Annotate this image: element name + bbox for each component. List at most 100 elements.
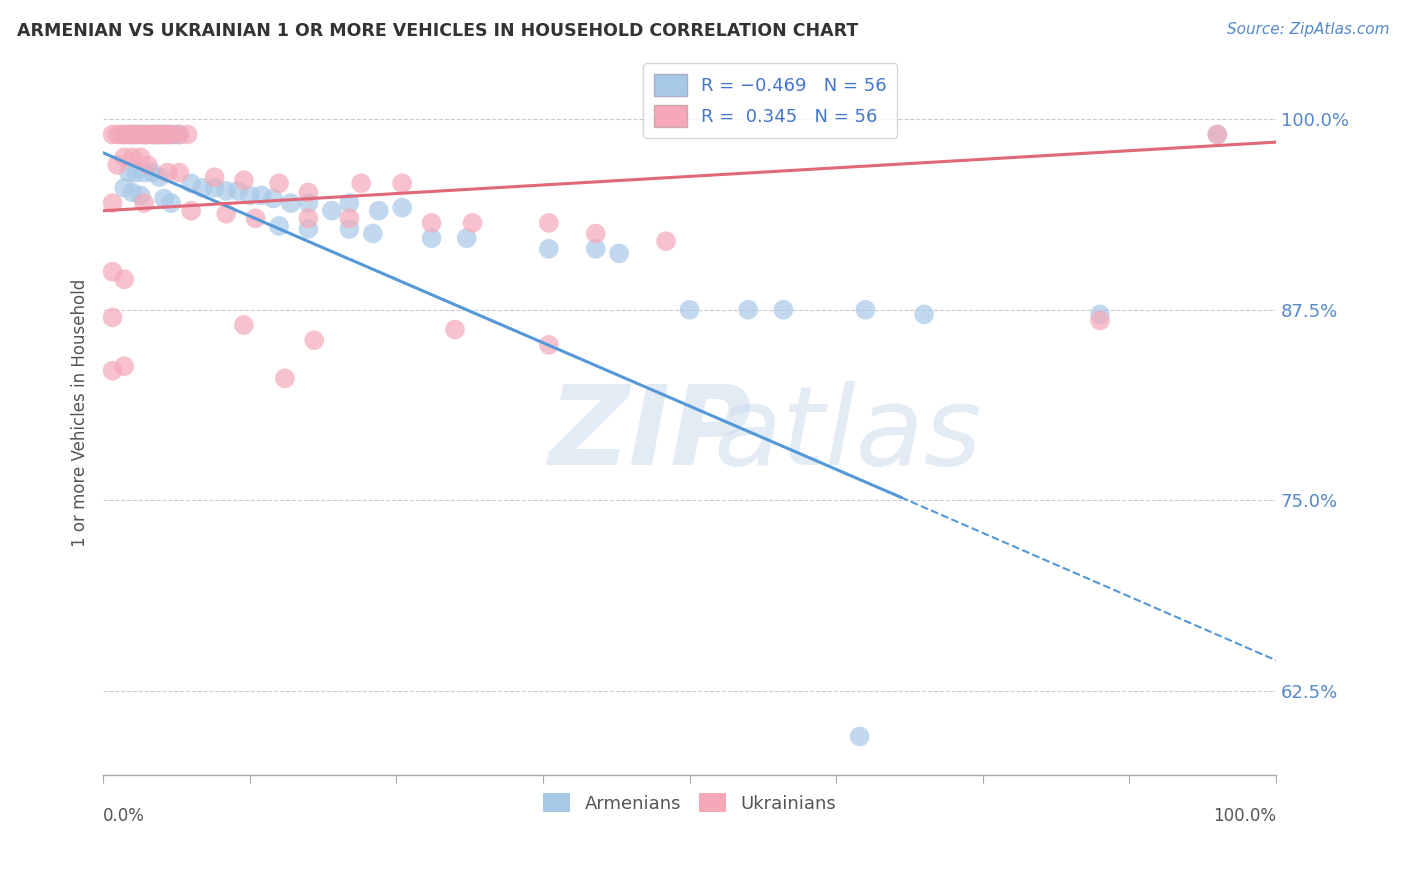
Text: atlas: atlas	[713, 381, 981, 488]
Point	[297, 186, 319, 200]
Point	[537, 338, 560, 352]
Point	[129, 128, 152, 142]
Point	[537, 216, 560, 230]
Point	[848, 730, 870, 744]
Point	[367, 203, 389, 218]
Point	[585, 227, 607, 241]
Point	[250, 188, 273, 202]
Point	[204, 181, 226, 195]
Point	[339, 196, 361, 211]
Text: ARMENIAN VS UKRAINIAN 1 OR MORE VEHICLES IN HOUSEHOLD CORRELATION CHART: ARMENIAN VS UKRAINIAN 1 OR MORE VEHICLES…	[17, 22, 858, 40]
Point	[232, 173, 254, 187]
Point	[121, 128, 143, 142]
Point	[148, 170, 170, 185]
Point	[321, 203, 343, 218]
Point	[125, 128, 148, 142]
Point	[456, 231, 478, 245]
Point	[105, 128, 128, 142]
Point	[141, 165, 163, 179]
Point	[134, 196, 156, 211]
Point	[245, 211, 267, 226]
Point	[112, 128, 135, 142]
Point	[121, 186, 143, 200]
Point	[148, 128, 170, 142]
Point	[112, 128, 135, 142]
Point	[156, 128, 179, 142]
Point	[112, 359, 135, 373]
Point	[267, 176, 290, 190]
Point	[391, 201, 413, 215]
Point	[156, 165, 179, 179]
Point	[267, 219, 290, 233]
Point	[156, 128, 179, 142]
Text: 0.0%: 0.0%	[103, 807, 145, 825]
Point	[101, 364, 124, 378]
Point	[134, 128, 156, 142]
Point	[118, 128, 141, 142]
Point	[361, 227, 384, 241]
Point	[141, 128, 163, 142]
Point	[1206, 128, 1229, 142]
Point	[339, 211, 361, 226]
Point	[297, 211, 319, 226]
Point	[678, 302, 700, 317]
Point	[160, 128, 183, 142]
Point	[145, 128, 167, 142]
Point	[101, 196, 124, 211]
Point	[125, 128, 148, 142]
Point	[444, 322, 467, 336]
Point	[339, 222, 361, 236]
Text: Source: ZipAtlas.com: Source: ZipAtlas.com	[1226, 22, 1389, 37]
Point	[118, 165, 141, 179]
Point	[148, 128, 170, 142]
Point	[180, 203, 202, 218]
Point	[112, 150, 135, 164]
Point	[129, 128, 152, 142]
Point	[118, 128, 141, 142]
Point	[165, 128, 187, 142]
Point	[121, 150, 143, 164]
Y-axis label: 1 or more Vehicles in Household: 1 or more Vehicles in Household	[72, 278, 89, 547]
Point	[1206, 128, 1229, 142]
Point	[297, 222, 319, 236]
Point	[191, 181, 214, 195]
Point	[110, 128, 132, 142]
Point	[302, 333, 325, 347]
Point	[280, 196, 302, 211]
Text: 100.0%: 100.0%	[1213, 807, 1277, 825]
Point	[153, 128, 176, 142]
Point	[274, 371, 297, 385]
Point	[391, 176, 413, 190]
Point	[855, 302, 877, 317]
Point	[125, 165, 148, 179]
Point	[297, 196, 319, 211]
Legend: Armenians, Ukrainians: Armenians, Ukrainians	[536, 786, 844, 820]
Point	[607, 246, 630, 260]
Point	[350, 176, 373, 190]
Point	[145, 128, 167, 142]
Point	[420, 231, 443, 245]
Point	[215, 207, 238, 221]
Point	[136, 158, 159, 172]
Point	[129, 150, 152, 164]
Point	[169, 128, 191, 142]
Point	[153, 192, 176, 206]
Point	[461, 216, 484, 230]
Point	[262, 192, 284, 206]
Point	[101, 128, 124, 142]
Point	[129, 188, 152, 202]
Point	[772, 302, 794, 317]
Point	[105, 158, 128, 172]
Point	[537, 242, 560, 256]
Point	[585, 242, 607, 256]
Point	[169, 165, 191, 179]
Point	[160, 196, 183, 211]
Point	[160, 128, 183, 142]
Point	[112, 272, 135, 286]
Point	[169, 128, 191, 142]
Point	[912, 307, 935, 321]
Point	[239, 188, 262, 202]
Point	[121, 128, 143, 142]
Point	[180, 176, 202, 190]
Point	[420, 216, 443, 230]
